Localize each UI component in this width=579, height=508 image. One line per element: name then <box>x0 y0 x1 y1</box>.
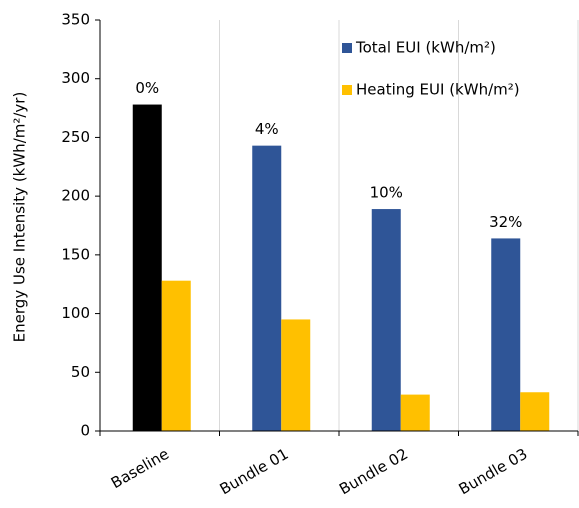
bar <box>281 319 311 431</box>
legend-label: Total EUI (kWh/m²) <box>355 39 496 57</box>
bar-annotation: 32% <box>489 213 522 231</box>
y-tick-label: 150 <box>61 245 90 263</box>
y-tick-label: 200 <box>61 187 90 205</box>
bar <box>371 209 401 431</box>
x-tick-label: Bundle 02 <box>336 445 411 499</box>
bar <box>520 392 550 431</box>
bar-annotation: 0% <box>135 79 159 97</box>
bar <box>400 394 430 431</box>
bar <box>491 238 521 431</box>
bar <box>132 104 162 431</box>
bar <box>161 280 191 431</box>
y-axis-label: Energy Use Intensity (kWh/m²/yr) <box>11 92 29 343</box>
y-tick-label: 100 <box>61 304 90 322</box>
x-tick-label: Bundle 01 <box>217 445 292 499</box>
y-tick-label: 250 <box>61 128 90 146</box>
x-tick-label: Baseline <box>108 445 172 492</box>
bar <box>252 145 282 432</box>
y-tick-label: 50 <box>71 363 90 381</box>
legend-swatch <box>342 85 352 95</box>
bar-annotation: 10% <box>370 184 403 202</box>
y-tick-label: 300 <box>61 69 90 87</box>
y-tick-label: 0 <box>80 422 90 440</box>
bar-annotation: 4% <box>255 120 279 138</box>
y-tick-label: 350 <box>61 11 90 29</box>
legend-label: Heating EUI (kWh/m²) <box>356 81 520 99</box>
x-tick-label: Bundle 03 <box>456 445 531 499</box>
legend-swatch <box>342 43 352 53</box>
